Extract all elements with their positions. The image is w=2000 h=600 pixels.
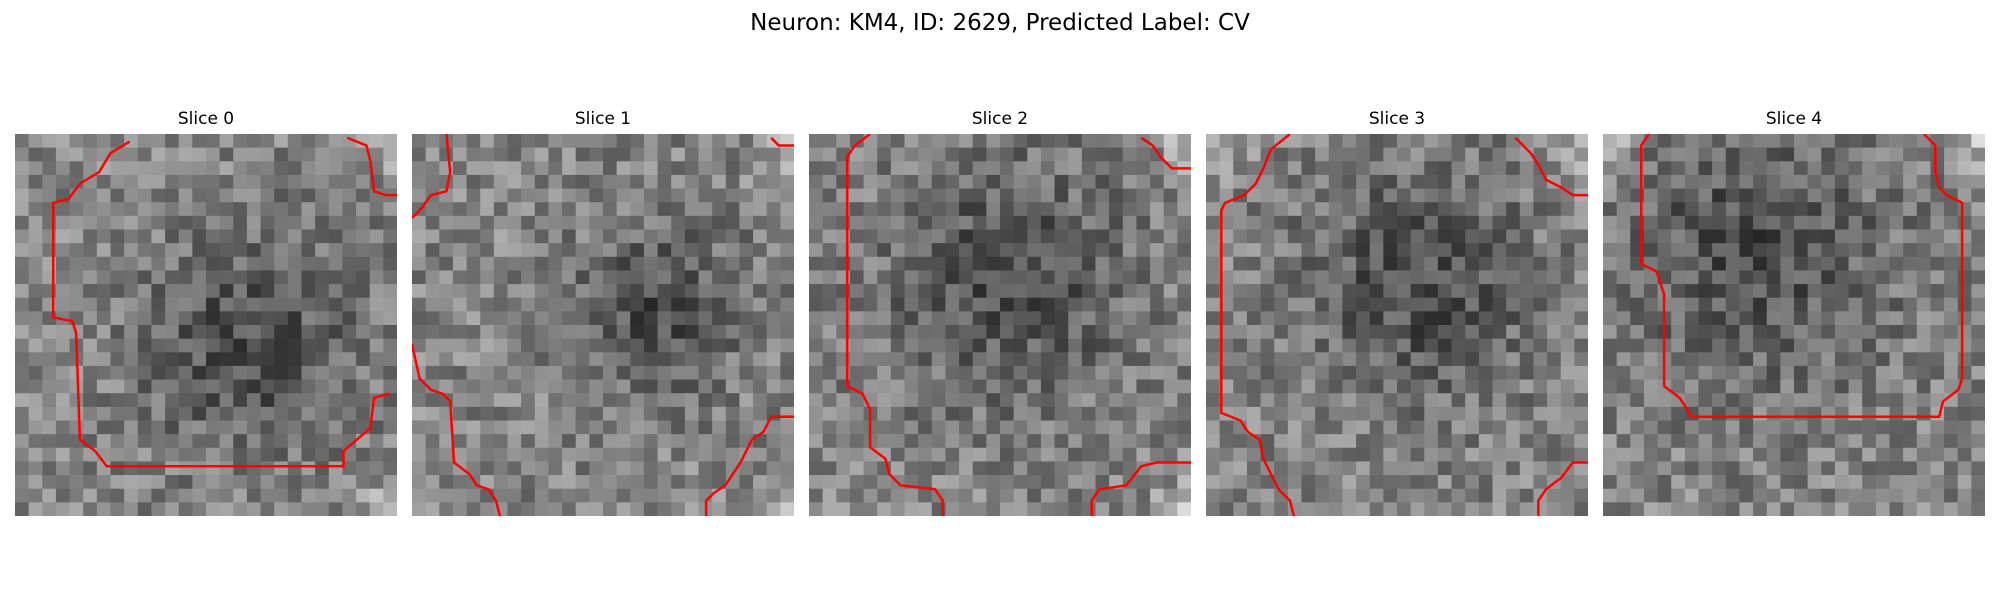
slice-title: Slice 0 [177, 109, 235, 129]
contour-line [704, 415, 794, 516]
pixel-grid [412, 134, 794, 516]
contour-line [346, 136, 397, 197]
slice-image [1206, 134, 1588, 516]
slice-title: Slice 3 [1368, 109, 1426, 129]
slice-image [809, 134, 1191, 516]
figure-title: Neuron: KM4, ID: 2629, Predicted Label: … [750, 10, 1250, 36]
contour-line [1639, 134, 1964, 418]
pixel-grid [1206, 134, 1588, 516]
slice-image [1603, 134, 1985, 516]
contour-line [51, 140, 390, 468]
contour-line [1514, 136, 1588, 197]
pixel-grid [15, 134, 397, 516]
slice-image [412, 134, 794, 516]
contour-line [412, 134, 452, 219]
pixel-grid [1603, 134, 1985, 516]
slice-title: Slice 1 [574, 109, 632, 129]
contour-line [1220, 134, 1296, 516]
contour-line [1140, 136, 1191, 170]
slice-image [15, 134, 397, 516]
slice-title: Slice 4 [1765, 109, 1823, 129]
contour-line [1090, 461, 1191, 516]
contour-line [845, 134, 944, 516]
slice-title: Slice 2 [971, 109, 1029, 129]
pixel-grid [809, 134, 1191, 516]
contour-line [1537, 461, 1588, 516]
contour-line [770, 136, 794, 147]
contour-line [412, 343, 502, 516]
